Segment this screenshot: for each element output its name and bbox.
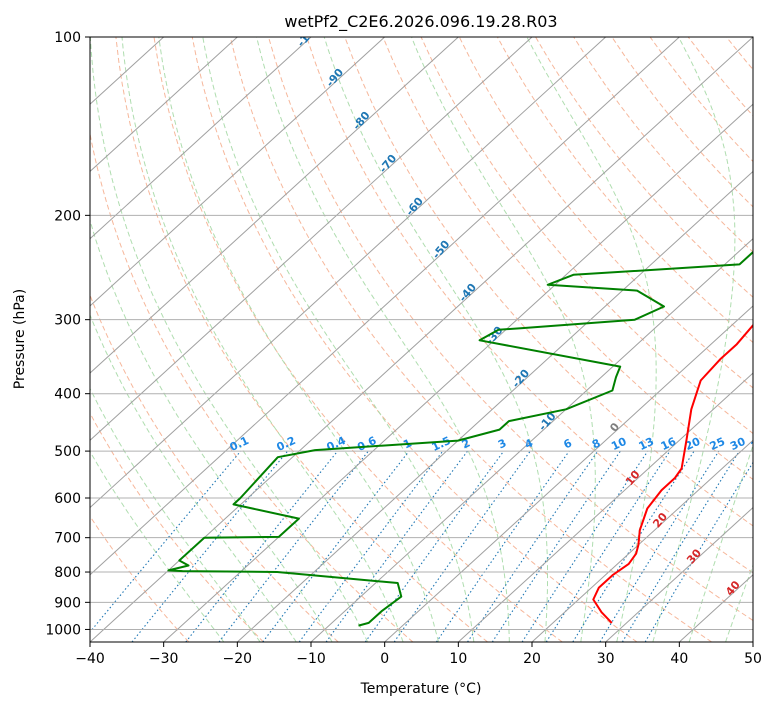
mixing-ratio-line (435, 450, 570, 642)
x-tick-label: 30 (597, 651, 615, 667)
moist-adiabat-line (158, 37, 439, 642)
dry-adiabat-line (535, 37, 753, 298)
x-tick-label: −10 (296, 651, 326, 667)
isotherm-line (90, 37, 533, 442)
x-tick-label: −30 (149, 651, 179, 667)
dry-adiabat-line (420, 37, 753, 435)
dry-adiabat-line (382, 37, 753, 481)
dry-adiabat-line (115, 37, 488, 642)
profile-lines (167, 250, 753, 627)
plot-frame (89, 36, 754, 643)
moist-adiabat-line (90, 313, 297, 642)
dry-adiabat-line (496, 37, 753, 344)
moist-adiabat-line (688, 443, 753, 642)
y-tick-label: 800 (54, 565, 81, 581)
background-lines (90, 37, 775, 642)
y-tick-label: 200 (54, 208, 81, 224)
isotherm-line (384, 305, 753, 642)
y-tick-label: 300 (54, 313, 81, 329)
dry-adiabat-line (765, 37, 775, 642)
mixing-ratio-line (298, 450, 444, 642)
x-axis: −40 −30 −20 −10 0 10 20 30 40 50 (75, 642, 762, 667)
y-axis-label: Pressure (hPa) (12, 289, 28, 389)
moist-adiabat-line (90, 37, 369, 642)
isotherm-line (163, 103, 753, 642)
mixing-ratio-line (262, 450, 410, 642)
dry-adiabat-line (90, 412, 264, 642)
mixing-ratio-line (185, 450, 339, 642)
mixing-ratio-label: 30 (728, 435, 748, 453)
mixing-ratio-line (364, 450, 505, 642)
dry-adiabat-line (191, 37, 638, 642)
y-tick-label: 400 (54, 387, 81, 403)
temperature-profile (592, 323, 753, 624)
moist-adiabat-line (411, 37, 596, 642)
x-axis-label: Temperature (°C) (360, 681, 482, 697)
isotherm-line (90, 37, 459, 374)
isotherm-line (752, 641, 753, 642)
y-tick-label: 500 (54, 444, 81, 460)
mixing-ratio-line (491, 450, 621, 642)
moist-adiabat-line (90, 387, 261, 642)
moist-adiabat-line (90, 450, 225, 642)
mixing-ratio-line (131, 450, 289, 642)
mixing-ratio-line (325, 450, 468, 642)
y-tick-label: 100 (54, 30, 81, 46)
y-tick-label: 600 (54, 491, 81, 507)
moist-adiabat-line (121, 37, 404, 642)
isotherm-line (605, 506, 753, 642)
mixing-ratio-label: 10 (609, 435, 629, 453)
x-tick-label: 10 (449, 651, 467, 667)
mixing-ratio-line (521, 450, 649, 642)
dry-adiabat-line (268, 37, 753, 622)
mixing-ratio-label: 16 (659, 435, 679, 453)
isotherm-line (90, 37, 607, 509)
mixing-ratio-line (545, 450, 671, 642)
mixing-ratio-line (621, 450, 740, 642)
x-tick-label: 40 (670, 651, 688, 667)
mixing-ratio-line (467, 450, 599, 642)
isotherm-line (236, 170, 753, 642)
moist-adiabat-line (202, 37, 475, 642)
dry-adiabat-line (306, 37, 753, 574)
isotherm-line (90, 37, 312, 240)
isotherm-line (457, 372, 753, 642)
x-tick-label: 50 (744, 651, 762, 667)
y-tick-label: 700 (54, 531, 81, 547)
chart-title: wetPf2_C2E6.2026.096.19.28.R03 (284, 12, 557, 32)
mixing-ratio-label: 13 (637, 435, 656, 453)
isotherm-line (531, 439, 753, 642)
dry-adiabat-line (153, 37, 563, 642)
y-axis: 100 200 300 400 500 600 700 800 900 1000 (45, 30, 90, 638)
mixing-ratio-line (572, 450, 695, 642)
isotherm-line (310, 237, 753, 642)
moist-adiabat-line (652, 37, 736, 642)
moist-adiabat-line (256, 37, 510, 642)
isotherm-line (90, 37, 680, 576)
dewpoint-profile (167, 250, 753, 627)
y-tick-label: 1000 (45, 622, 81, 638)
isotherm-line (90, 37, 238, 173)
mixing-ratio-line (90, 450, 242, 633)
mixing-ratio-label: 36 (749, 435, 769, 453)
x-tick-label: −20 (223, 651, 253, 667)
y-tick-label: 900 (54, 595, 81, 611)
moist-adiabat-line (90, 218, 333, 642)
isotherm-line (90, 37, 386, 307)
x-tick-label: −40 (75, 651, 105, 667)
mixing-ratio-label: 25 (708, 435, 727, 453)
x-tick-label: 20 (523, 651, 541, 667)
moist-adiabat-line (725, 563, 753, 642)
moist-adiabat-line (323, 37, 548, 642)
x-tick-label: 0 (380, 651, 389, 667)
mixing-ratio-label: 20 (683, 435, 703, 453)
